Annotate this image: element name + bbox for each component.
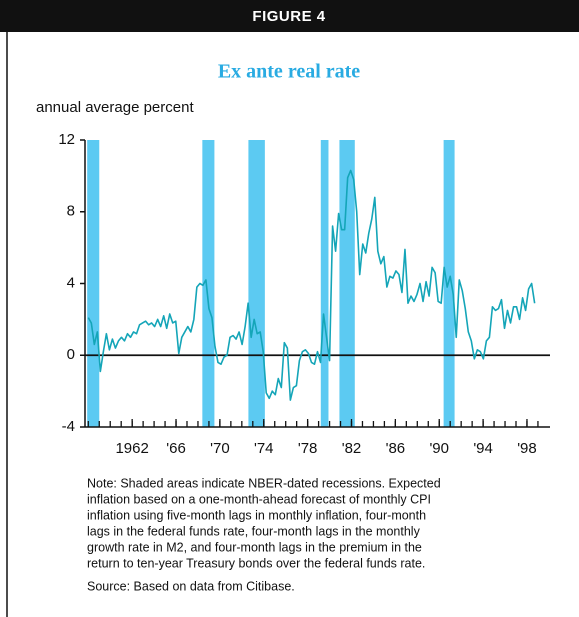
x-tick-label: '94	[473, 440, 493, 457]
note-line: return to ten-year Treasury bonds over t…	[87, 556, 425, 570]
source: Source: Based on data from Citibase.	[87, 579, 295, 593]
recession-band	[443, 140, 455, 427]
y-tick-label: -4	[62, 418, 75, 435]
y-tick-label: 8	[67, 203, 75, 220]
chart-title: Ex ante real rate	[218, 61, 360, 83]
x-tick-label: '78	[298, 440, 318, 457]
note-line: growth rate in M2, and four-month lags i…	[87, 540, 422, 554]
x-tick-label: '70	[210, 440, 230, 457]
x-tick-label: '82	[342, 440, 362, 457]
recession-band	[248, 140, 265, 427]
plot: 12 8 4 0 -4 1962 '66 '70 '74 '78 '82 '86 '90 '94 '98	[58, 131, 550, 457]
note-line: inflation based on a one-month-ahead for…	[87, 492, 431, 506]
y-axis-label: annual average percent	[36, 99, 194, 116]
note-line: inflation using five-month lags in month…	[87, 508, 426, 522]
x-tick-label: '98	[517, 440, 537, 457]
header-bar	[0, 0, 579, 32]
x-tick-label: 1962	[115, 440, 148, 457]
y-tick-label: 0	[67, 346, 75, 363]
x-tick-label: '86	[386, 440, 406, 457]
header: FIGURE 4	[252, 8, 325, 25]
notes: Note: Shaded areas indicate NBER-dated r…	[87, 476, 441, 593]
series-line	[87, 169, 536, 401]
note-line: Note: Shaded areas indicate NBER-dated r…	[87, 476, 441, 490]
x-tick-label: '90	[429, 440, 449, 457]
recession-band	[320, 140, 329, 427]
note-line: lags in the federal funds rate, four-mon…	[87, 524, 421, 538]
x-tick-label: '74	[254, 440, 274, 457]
x-tick-label: '66	[166, 440, 186, 457]
recession-band	[87, 140, 100, 427]
y-tick-label: 4	[67, 274, 75, 291]
y-tick-label: 12	[58, 131, 75, 148]
